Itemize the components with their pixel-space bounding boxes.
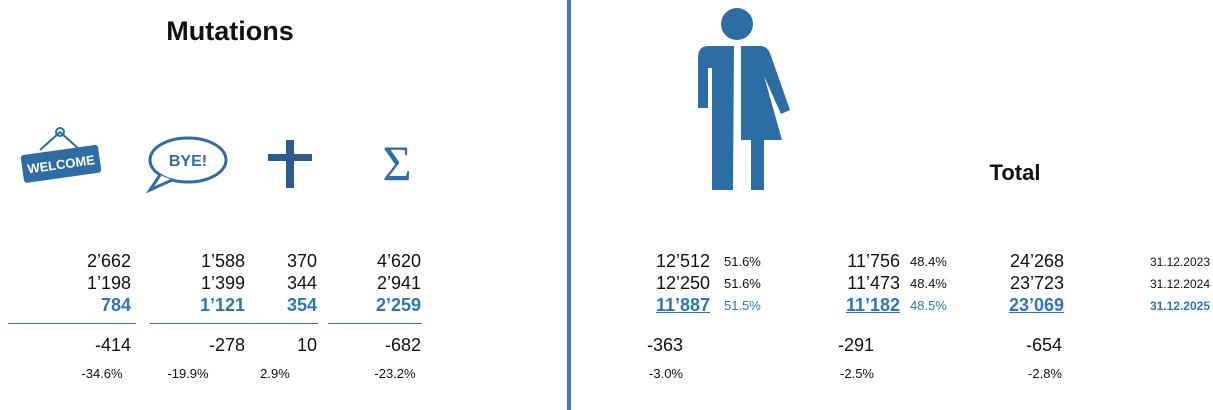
total-value: 48.4%	[910, 254, 947, 269]
mutation-change-pct: -34.6%	[81, 366, 123, 381]
mutation-value: 2’662	[86, 251, 131, 271]
total-change: -363	[646, 335, 683, 355]
mutation-value: 784	[100, 295, 131, 315]
mutation-value: 2’259	[375, 295, 421, 315]
mutation-value: 370	[286, 251, 317, 271]
total-change-pct: -2.5%	[840, 366, 874, 381]
underline	[328, 323, 422, 324]
mutation-change: 10	[296, 335, 317, 355]
welcome-icon: WELCOME	[20, 127, 102, 183]
total-value: 12’250	[655, 273, 710, 293]
total-value: 11’887	[655, 295, 710, 315]
total-value: 11’182	[845, 295, 900, 315]
total-change-pct: -2.8%	[1028, 366, 1062, 381]
mutation-change: -278	[208, 335, 245, 355]
mutation-value: 4’620	[376, 251, 421, 271]
mutations-title: Mutations	[166, 16, 294, 46]
total-value: 12’512	[655, 251, 710, 271]
total-title: Total	[989, 160, 1041, 185]
mutation-change: -414	[94, 335, 131, 355]
total-change: -654	[1025, 335, 1062, 355]
total-value: 23’069	[1008, 295, 1064, 315]
total-value: 24’268	[1009, 251, 1064, 271]
total-value: 31.12.2023	[1149, 255, 1210, 269]
mutation-value: 1’588	[200, 251, 245, 271]
mutation-value: 1’399	[200, 273, 245, 293]
cross-icon	[268, 140, 312, 188]
mutation-change-pct: 2.9%	[260, 366, 290, 381]
total-value: 23’723	[1009, 273, 1064, 293]
divider	[567, 0, 571, 410]
mutation-value: 344	[286, 273, 317, 293]
mutation-change-pct: -19.9%	[167, 366, 209, 381]
total-value: 11’473	[847, 273, 900, 293]
total-change-pct: -3.0%	[649, 366, 683, 381]
gender-icon	[698, 8, 790, 190]
bye-icon: BYE!	[145, 136, 228, 194]
total-value: 51.6%	[724, 276, 761, 291]
mutation-value: 1’198	[86, 273, 131, 293]
mutation-value: 354	[286, 295, 317, 315]
underline	[150, 323, 246, 324]
total-value: 11’756	[847, 251, 900, 271]
total-value: 48.4%	[910, 276, 947, 291]
mutation-value: 1’121	[199, 295, 245, 315]
total-value: 31.12.2024	[1149, 277, 1210, 291]
total-value: 31.12.2025	[1149, 299, 1210, 313]
mutation-change: -682	[384, 335, 421, 355]
sum-icon: Σ	[382, 135, 411, 191]
total-change: -291	[837, 335, 874, 355]
bye-text: BYE!	[169, 153, 207, 170]
mutation-value: 2’941	[376, 273, 421, 293]
total-value: 51.5%	[724, 298, 761, 313]
total-value: 51.6%	[724, 254, 761, 269]
underline	[8, 323, 136, 324]
total-value: 48.5%	[910, 298, 947, 313]
underline	[232, 323, 318, 324]
mutation-change-pct: -23.2%	[374, 366, 416, 381]
